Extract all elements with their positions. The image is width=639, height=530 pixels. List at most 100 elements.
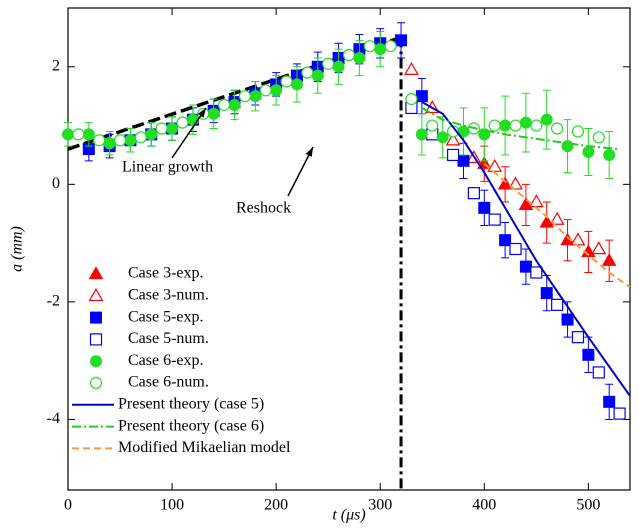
marker (508, 176, 523, 190)
marker (592, 131, 605, 144)
y-tick-label: 0 (52, 175, 60, 192)
marker (249, 90, 262, 103)
marker (467, 187, 480, 200)
marker (549, 211, 565, 225)
marker (363, 40, 376, 53)
marker (518, 197, 534, 211)
marker (540, 113, 553, 126)
marker (592, 366, 605, 379)
marker (551, 122, 564, 135)
marker (509, 119, 522, 132)
marker (374, 43, 387, 56)
marker (395, 34, 408, 47)
marker (426, 119, 439, 132)
marker (539, 214, 554, 228)
legend-swatch (88, 287, 104, 302)
marker (436, 131, 449, 144)
legend-label: Case 6-exp. (128, 352, 204, 369)
legend-label: Modified Mikaelian model (118, 439, 291, 456)
y-tick-label: -4 (47, 410, 60, 427)
y-axis-label: a (mm) (9, 226, 26, 272)
x-axis-label: t (μs) (332, 507, 365, 524)
legend-swatch (90, 311, 102, 324)
marker (72, 128, 85, 141)
marker (487, 158, 503, 172)
arrow-head (305, 147, 313, 157)
marker (176, 116, 189, 129)
marker (478, 201, 491, 214)
x-tick-label: 200 (264, 497, 288, 514)
marker (488, 213, 501, 226)
marker (311, 69, 324, 82)
arrow-head (197, 108, 206, 118)
legend-label: Present theory (case 6) (118, 417, 264, 434)
marker (571, 331, 585, 344)
marker (540, 287, 553, 300)
marker (166, 122, 179, 135)
marker (613, 407, 626, 420)
marker (404, 61, 419, 75)
marker (218, 98, 231, 112)
annotation: Reshock (236, 200, 291, 217)
marker (186, 113, 199, 126)
marker (509, 242, 522, 256)
y-tick-label: -2 (47, 293, 60, 310)
marker (530, 266, 543, 279)
marker (228, 98, 241, 111)
marker (446, 148, 460, 162)
marker (582, 348, 595, 361)
x-tick-label: 400 (472, 497, 496, 514)
marker (528, 194, 544, 208)
annotation-arrow (171, 107, 207, 159)
marker (415, 128, 428, 141)
marker (134, 131, 147, 144)
marker (551, 298, 564, 311)
marker (259, 84, 272, 97)
marker (155, 122, 168, 135)
plot-frame (67, 7, 631, 491)
marker (591, 241, 607, 255)
annotation: Linear growth (122, 159, 213, 176)
marker (62, 128, 74, 141)
legend-swatch (90, 355, 102, 368)
marker (207, 107, 220, 120)
marker (301, 66, 314, 79)
marker (499, 234, 512, 247)
marker (601, 253, 617, 266)
marker (415, 90, 428, 103)
legend-label: Present theory (case 5) (118, 395, 264, 412)
marker (570, 232, 586, 246)
legend-label: Case 3-num. (128, 286, 209, 303)
marker (238, 90, 252, 103)
marker (457, 154, 470, 167)
marker (290, 78, 303, 91)
marker (561, 313, 574, 326)
marker (332, 60, 345, 73)
marker (103, 137, 116, 150)
legend-label: Case 3-exp. (128, 265, 204, 282)
marker (530, 119, 543, 132)
y-tick-label: 2 (52, 57, 60, 74)
marker (582, 146, 595, 159)
marker (270, 84, 283, 97)
marker (145, 128, 158, 141)
marker (124, 134, 137, 147)
marker (353, 51, 366, 64)
legend-label: Case 5-num. (128, 330, 209, 347)
marker (322, 57, 335, 70)
marker (488, 119, 501, 132)
legend-swatch (89, 333, 103, 346)
marker (603, 395, 616, 408)
marker (342, 48, 356, 62)
marker (405, 93, 418, 106)
marker (571, 125, 585, 138)
marker (445, 132, 461, 146)
x-tick-label: 500 (576, 497, 600, 514)
theory-line (421, 107, 620, 151)
x-tick-label: 300 (368, 497, 392, 514)
marker (384, 40, 397, 53)
marker (499, 119, 512, 132)
marker (82, 128, 95, 141)
